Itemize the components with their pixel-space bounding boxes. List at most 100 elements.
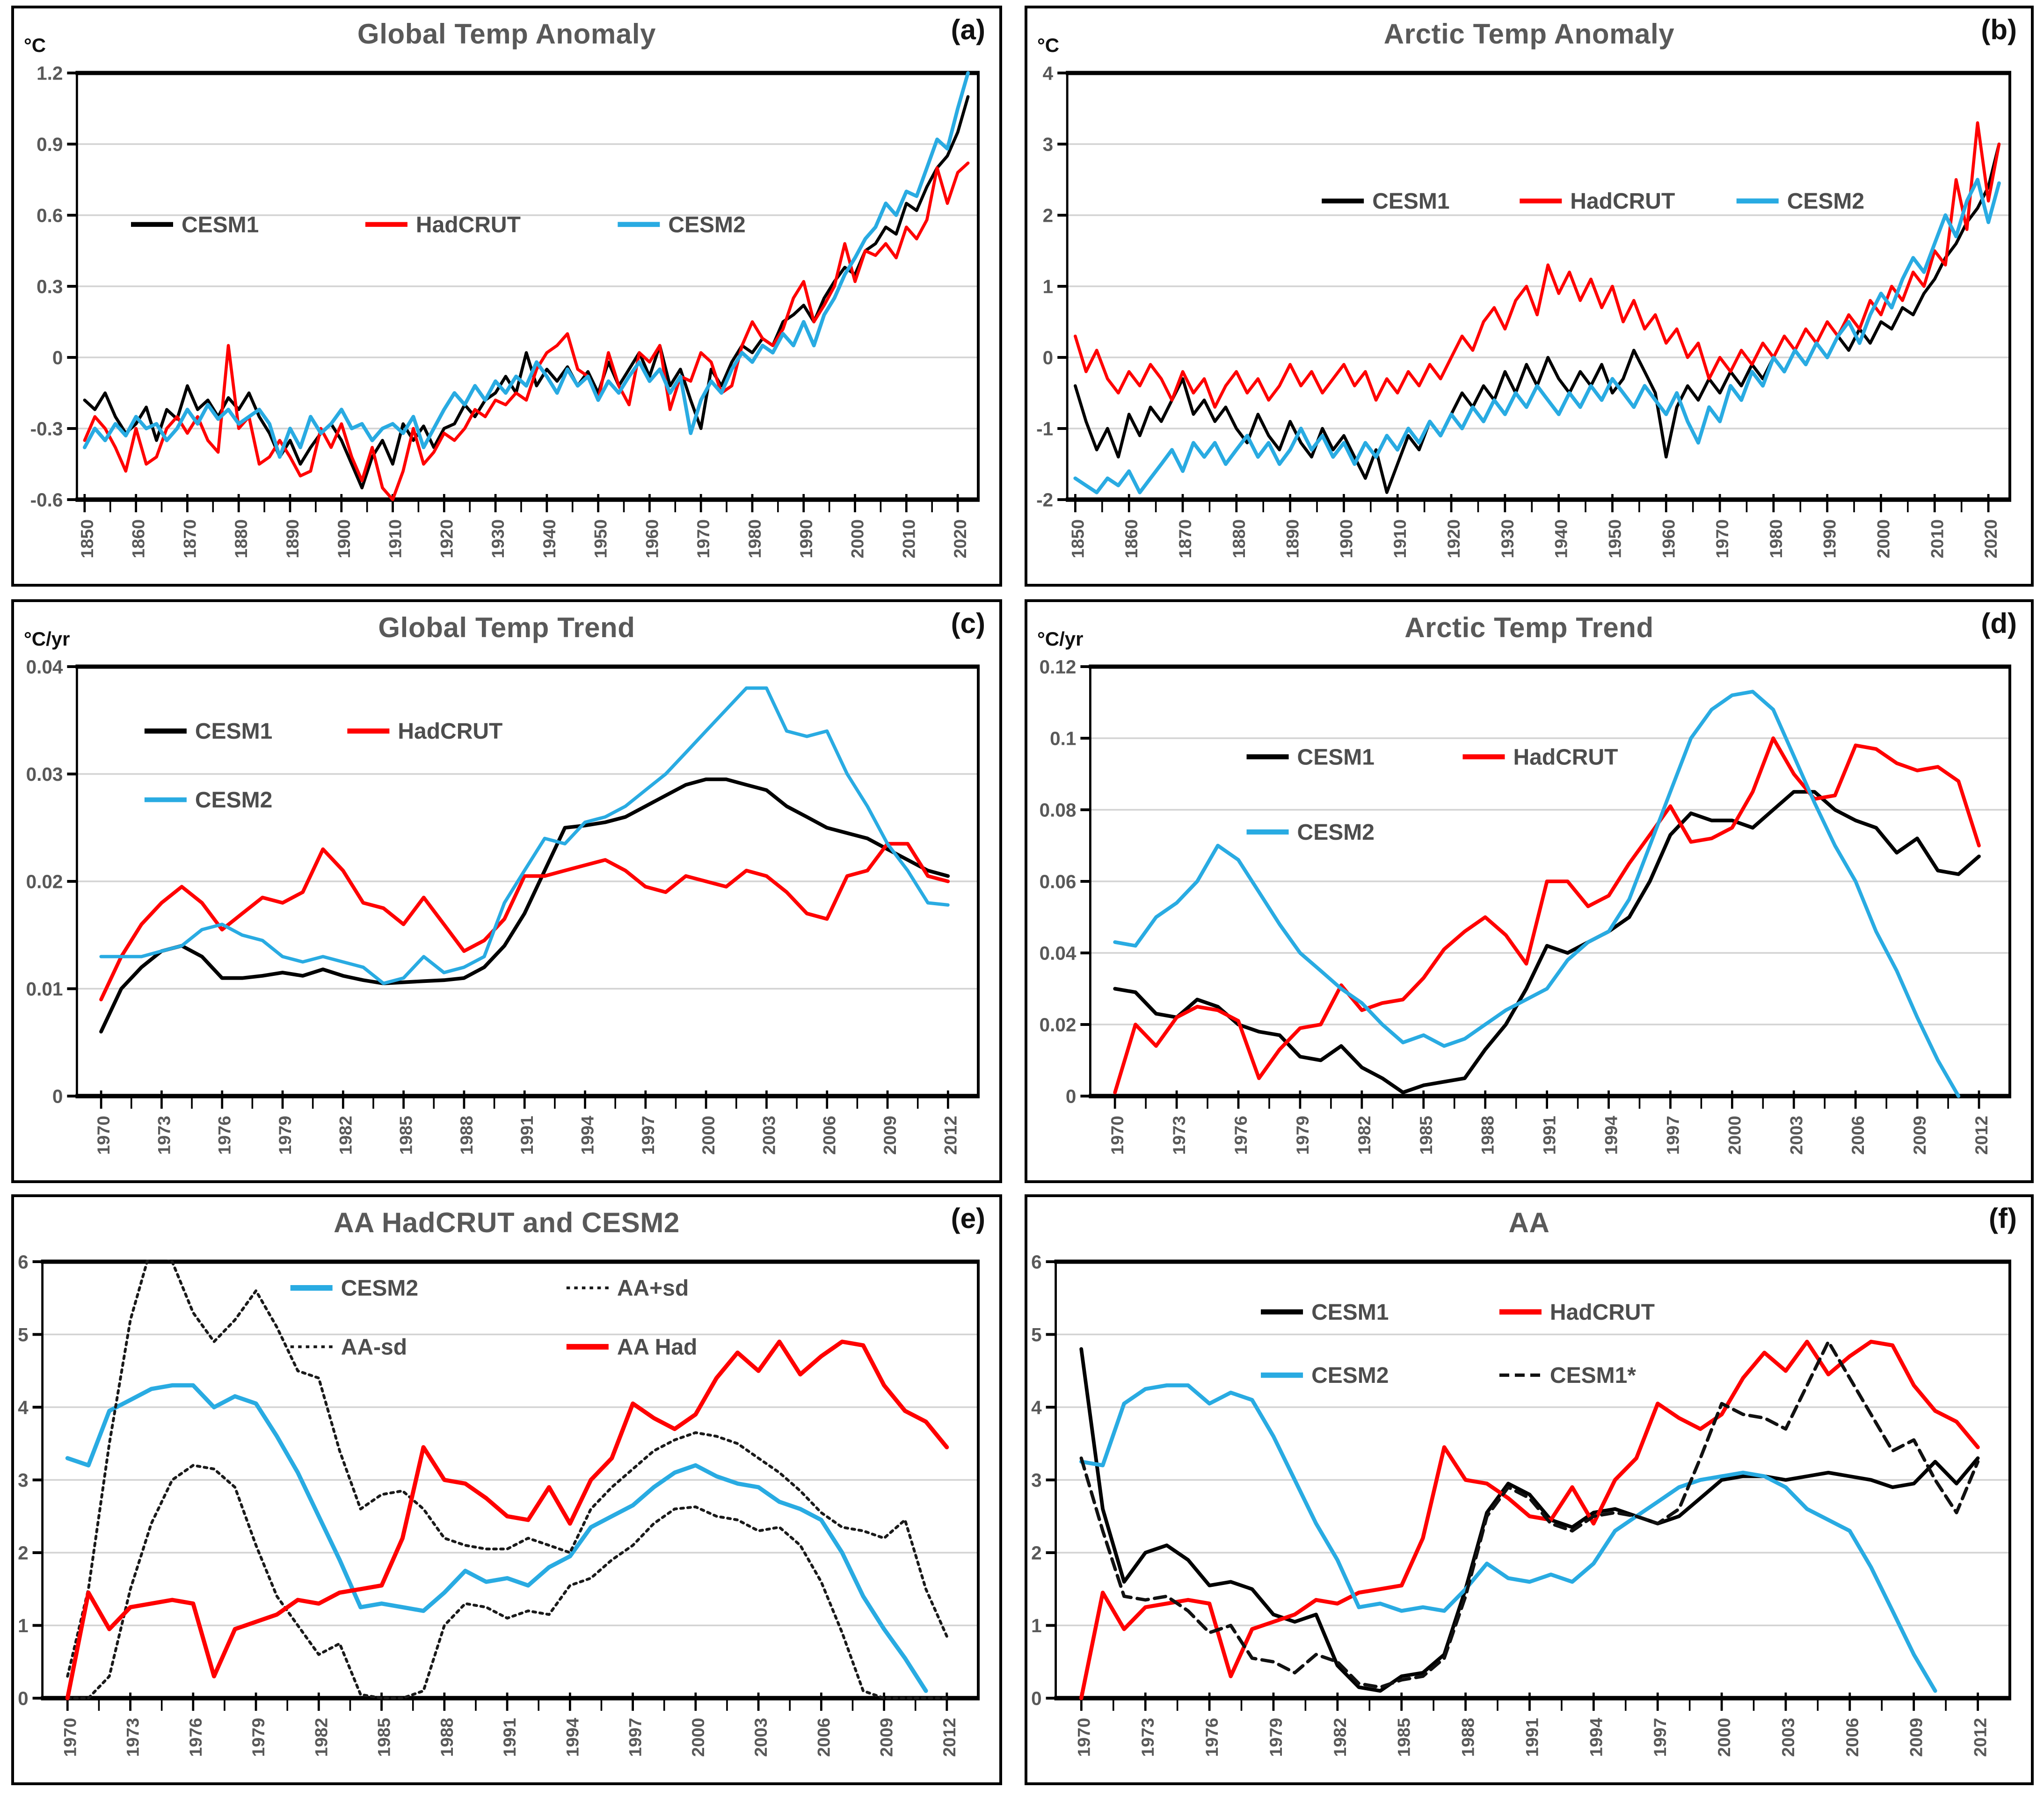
x-tick-label: 1970 — [693, 519, 713, 558]
panel-c-global-temp-trend: °C/yr Global Temp Trend (c) 0.04 0.03 0.02… — [11, 599, 1002, 1183]
x-tick-label: 1985 — [396, 1116, 416, 1155]
x-tick-label: 1870 — [1175, 519, 1195, 558]
x-tick-label: 2012 — [1971, 1116, 1991, 1155]
x-tick-label: 1910 — [1390, 519, 1410, 558]
chart-title: Arctic Temp Trend — [1404, 613, 1654, 644]
x-tick-label: 1997 — [1650, 1718, 1670, 1757]
legend-label-hadcrut: HadCRUT — [1570, 189, 1675, 214]
x-tick-label: 1950 — [1605, 519, 1624, 558]
panel-c-header: °C/yr Global Temp Trend (c) — [14, 602, 999, 658]
chart-title: AA HadCRUT and CESM2 — [334, 1208, 680, 1239]
x-tick-label: 1991 — [1522, 1718, 1542, 1757]
chart-title: Arctic Temp Anomaly — [1383, 20, 1675, 51]
panel-letter: (a) — [951, 15, 985, 46]
series-line-hadcrut — [99, 842, 950, 1002]
chart-title: Global Temp Trend — [378, 613, 635, 644]
legend-label-cesm2: CESM2 — [668, 212, 745, 237]
y-tick-label: 2 — [1031, 1542, 1042, 1563]
panel-b-header: °C Arctic Temp Anomaly (b) — [1027, 8, 2031, 65]
y-tick-label: 5 — [18, 1324, 29, 1345]
x-tick-label: 1973 — [123, 1718, 143, 1757]
x-tick-label: 1982 — [1354, 1116, 1374, 1155]
x-tick-label: 1960 — [1658, 519, 1678, 558]
x-tick-label: 1960 — [642, 519, 662, 558]
y-tick-label: -0.6 — [30, 489, 63, 510]
y-tick-label: 6 — [18, 1253, 29, 1272]
y-tick-label: 2 — [1043, 204, 1054, 226]
y-axis-unit-label: °C — [1037, 34, 1060, 56]
x-tick-label: 1994 — [562, 1718, 582, 1757]
series-line-aa-sd — [66, 1259, 948, 1678]
y-tick-label: 4 — [1031, 1396, 1042, 1418]
series-line-hadcrut — [1079, 1339, 1980, 1701]
series-line-hadcrut — [1113, 736, 1981, 1095]
x-tick-label: 1900 — [334, 519, 354, 558]
y-tick-label: 3 — [18, 1469, 29, 1491]
y-tick-label: 0 — [52, 1085, 63, 1107]
y-tick-label: 0 — [52, 347, 63, 368]
plot-arctic-temp-trend: 0.12 0.1 0.08 0.06 0.04 0.02 0 1970 1973 1976 1979… — [1040, 658, 2011, 1155]
legend-label-cesm2: CESM2 — [1311, 1363, 1389, 1388]
x-tick-label: 1976 — [186, 1718, 205, 1757]
y-tick-label: 1 — [18, 1615, 29, 1636]
x-tick-label: 2000 — [848, 519, 867, 558]
y-tick-label: 0.6 — [36, 204, 63, 226]
series-line-cesm1 — [83, 95, 970, 490]
y-tick-label: 0.03 — [26, 763, 63, 785]
x-tick-label: 1850 — [1068, 519, 1087, 558]
x-tick-label: 1988 — [457, 1116, 476, 1155]
x-tick-label: 1979 — [275, 1116, 295, 1155]
chart-title: AA — [1508, 1208, 1550, 1239]
x-tick-label: 2010 — [1927, 519, 1947, 558]
x-tick-label: 1979 — [1266, 1718, 1286, 1757]
legend-label-hadcrut: HadCRUT — [1550, 1300, 1655, 1325]
plot-aa-hadcrut-cesm2: 6 5 4 3 2 1 0 1970 1973 1976 1979 1982 1985 1988 1991 1… — [18, 1253, 980, 1757]
x-tick-label: 1976 — [1202, 1718, 1222, 1757]
x-tick-label: 1970 — [1712, 519, 1732, 558]
x-tick-label: 1982 — [335, 1116, 355, 1155]
panel-letter: (b) — [1981, 15, 2017, 46]
y-tick-label: 4 — [1043, 65, 1054, 84]
panel-d-header: °C/yr Arctic Temp Trend (d) — [1027, 602, 2031, 658]
legend-label-cesm1: CESM1 — [195, 719, 272, 744]
y-tick-label: 0.06 — [1040, 871, 1077, 892]
x-tick-label: 1940 — [539, 519, 559, 558]
series-line-cesm1- — [1079, 1340, 1980, 1689]
x-tick-label: 1920 — [1444, 519, 1463, 558]
x-tick-label: 2003 — [1778, 1718, 1798, 1757]
panel-e-aa-hadcrut-cesm2: AA HadCRUT and CESM2 (e) 6 5 4 3 2 1 0 1970 1973… — [11, 1194, 1002, 1785]
x-tick-label: 1890 — [1283, 519, 1302, 558]
x-tick-label: 2009 — [1906, 1718, 1926, 1757]
series-line-cesm1 — [1113, 790, 1981, 1095]
legend-label-cesm1-: CESM1* — [1550, 1363, 1636, 1388]
x-tick-label: 2003 — [759, 1116, 778, 1155]
panel-letter: (f) — [1989, 1204, 2017, 1235]
x-tick-label: 2012 — [939, 1718, 959, 1757]
x-tick-label: 1982 — [311, 1718, 331, 1757]
x-tick-label: 1997 — [626, 1718, 645, 1757]
panel-a-global-temp-anomaly: °C Global Temp Anomaly (a) 1.2 0.9 0.6 0.3 0… — [11, 6, 1002, 587]
plot-arctic-temp-anomaly: 4 3 2 1 0 -1 -2 1850 1860 1870 1880 1890 1900 1910 192… — [1036, 65, 2011, 558]
series-line-hadcrut — [83, 161, 970, 501]
legend-label-aa-sd: AA-sd — [341, 1335, 407, 1359]
x-tick-label: 1930 — [488, 519, 508, 558]
x-tick-label: 1979 — [1293, 1116, 1312, 1155]
y-tick-label: 0 — [1066, 1085, 1077, 1107]
legend-label-cesm1: CESM1 — [1297, 745, 1375, 770]
plot-aa: 6 5 4 3 2 1 0 1970 1973 1976 1979 1982 1985 1988 1991 1… — [1031, 1253, 2011, 1757]
x-tick-label: 1920 — [436, 519, 456, 558]
series-line-cesm2 — [1073, 178, 2001, 494]
y-tick-label: 6 — [1031, 1253, 1042, 1272]
legend-label-cesm1: CESM1 — [1311, 1300, 1389, 1325]
series-line-cesm1 — [1079, 1347, 1980, 1693]
series-line-cesm2 — [1113, 690, 1961, 1098]
x-tick-label: 1994 — [578, 1116, 597, 1155]
legend-label-cesm2: CESM2 — [1297, 820, 1375, 845]
x-tick-label: 1990 — [1820, 519, 1840, 558]
y-axis-unit-label: °C — [24, 34, 46, 56]
y-tick-label: 0.04 — [1040, 942, 1077, 964]
y-tick-label: 0 — [18, 1687, 29, 1709]
x-tick-label: 1991 — [517, 1116, 537, 1155]
x-tick-label: 1991 — [500, 1718, 519, 1757]
